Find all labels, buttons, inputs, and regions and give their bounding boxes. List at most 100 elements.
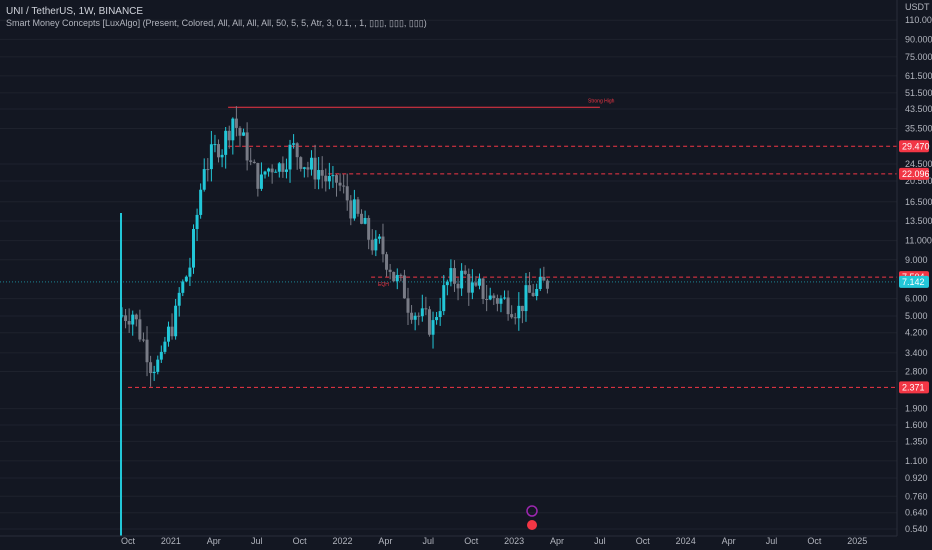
price-tick-label: 3.400 [905,348,928,358]
candle-body [249,160,253,162]
candle-body [131,314,135,325]
time-tick-label: Jul [766,536,778,546]
price-tick-label: 0.640 [905,508,928,518]
price-tick-label: 43.500 [905,104,932,114]
price-tick-label: 61.500 [905,71,932,81]
candle-body [227,130,231,141]
price-tick-label: 16.500 [905,197,932,207]
candle-body [349,200,353,219]
candle-body [242,132,246,136]
candle-body [470,282,474,293]
candle-body [524,285,528,312]
candle-body [381,236,385,255]
price-tick-label: 24.500 [905,159,932,169]
candle-body [531,292,535,297]
candle-body [503,297,507,299]
candle-body [320,170,324,176]
candle-body [410,312,414,320]
candle-body [292,143,296,145]
candle-body [463,270,467,274]
price-tick-label: 1.900 [905,404,928,414]
candle-body [192,229,195,268]
candle-body [270,168,274,173]
candle-body [492,295,496,299]
candle-body [377,236,381,239]
candle-body [431,320,435,335]
level-2371-badge [899,381,929,394]
level-22096-badge-text: 22.096 [902,169,930,179]
candle-body [295,143,299,158]
time-tick-label: Jul [251,536,263,546]
candle-body [217,144,221,158]
price-tick-label: 0.760 [905,491,928,501]
candle-body [299,157,303,169]
price-tick-label: 0.920 [905,473,928,483]
candle-body [156,359,160,372]
price-tick-label: 1.600 [905,420,928,430]
time-tick-label: Jul [423,536,435,546]
time-tick-label: 2025 [847,536,867,546]
candle-body [306,167,310,170]
price-tick-label: 11.000 [905,236,932,246]
candle-body [420,308,424,317]
candle-body [545,280,549,289]
price-tick-label: 35.500 [905,123,932,133]
time-tick-label: Apr [378,536,392,546]
candle-body [313,157,317,180]
candle-body [467,273,471,293]
candle-body [342,185,346,187]
price-tick-label: 13.500 [905,216,932,226]
candle-body [274,171,278,173]
candle-body [427,309,431,335]
candle-body [456,283,460,289]
candle-body [202,169,206,190]
candle-body [127,321,131,325]
price-tick-label: 2.800 [905,367,928,377]
candle-body [206,169,210,171]
candle-body [309,157,313,170]
candle-body [374,238,378,251]
candle-body [317,170,321,180]
candle-body [184,276,188,282]
candle-body [238,127,242,136]
candle-body [149,362,153,374]
candle-body [277,163,281,172]
candle-body [213,144,217,146]
candle-body [485,298,489,300]
candle-body [517,305,521,319]
price-tick-label: 20.500 [905,176,932,186]
candle-body [460,270,464,289]
candle-body [474,282,478,286]
candle-body [399,274,403,276]
candle-body [159,351,163,360]
candle-body [528,285,532,293]
price-tick-label: 110.000 [905,15,932,25]
candle-body [363,217,367,224]
candle-body [345,186,349,201]
candle-body [302,167,306,169]
time-tick-label: Jul [594,536,606,546]
level-29470-badge-text: 29.470 [902,141,930,151]
candle-body [199,189,203,215]
candle-body [234,118,238,128]
candle-body [449,268,453,282]
candle-body [392,271,396,282]
time-tick-label: Apr [207,536,221,546]
candle-body [224,130,228,155]
candle-body [145,339,149,363]
candle-body [352,199,356,219]
candle-body [356,199,360,214]
price-tick-label: 75.000 [905,52,932,62]
candle-body [324,175,328,182]
candle-body [506,297,510,315]
candle-body [370,239,374,251]
candle-body [406,298,410,313]
candle-body [166,326,170,342]
time-tick-label: 2021 [161,536,181,546]
candle-body [360,213,364,224]
candle-body [209,144,213,170]
candle-body [513,317,517,319]
candle-body [284,169,288,172]
candle-body [388,269,392,272]
